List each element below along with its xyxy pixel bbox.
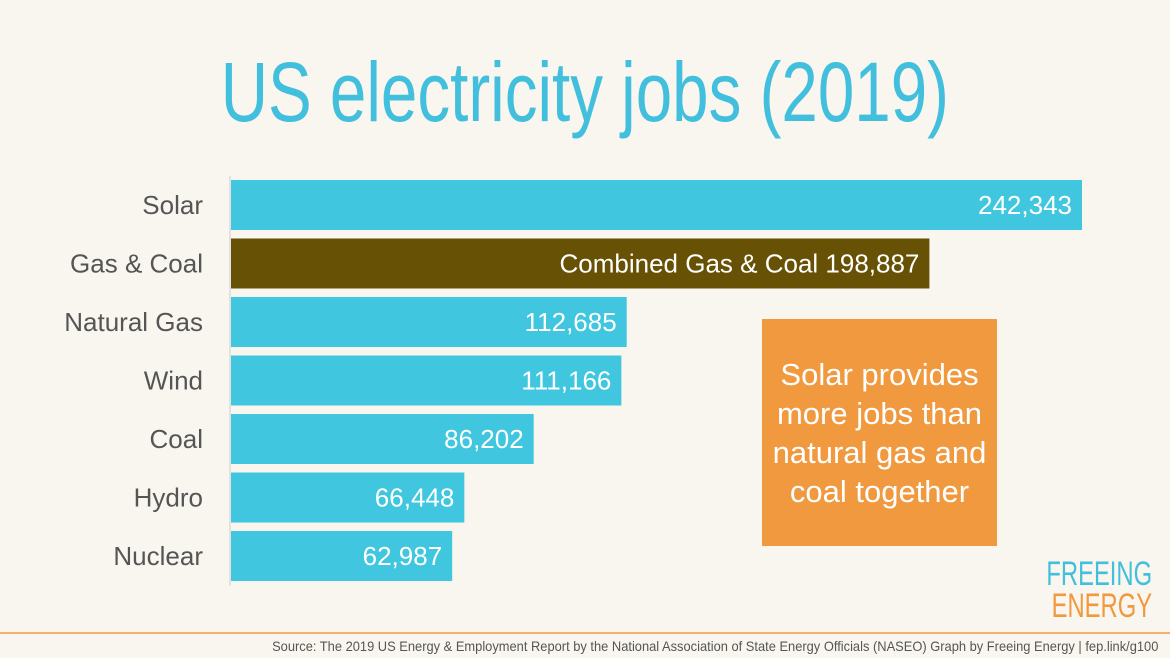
category-label: Gas & Coal — [70, 249, 203, 279]
category-label: Coal — [150, 424, 203, 454]
data-label: 66,448 — [375, 483, 455, 513]
bar-wind — [231, 355, 622, 406]
footer-divider — [0, 632, 1170, 634]
bar-nuclear — [231, 531, 453, 581]
data-label: 242,343 — [978, 190, 1072, 220]
category-label: Wind — [144, 366, 203, 396]
bar-coal — [231, 414, 534, 464]
category-label: Natural Gas — [64, 307, 203, 337]
callout-annotation: Solar provides more jobs than natural ga… — [762, 319, 997, 546]
data-label: 62,987 — [363, 541, 443, 571]
category-label: Hydro — [134, 483, 203, 513]
data-label: 86,202 — [444, 424, 524, 454]
bar-gas-coal — [231, 238, 930, 289]
bar-natural-gas — [231, 297, 627, 347]
bar-hydro — [231, 472, 465, 523]
data-label: 111,166 — [521, 366, 611, 396]
data-label: 112,685 — [525, 307, 617, 337]
source-note: Source: The 2019 US Energy & Employment … — [271, 638, 1158, 654]
category-label: Nuclear — [113, 541, 203, 571]
data-label: Combined Gas & Coal 198,887 — [560, 249, 920, 279]
category-label: Solar — [142, 190, 203, 220]
chart-title: US electricity jobs (2019) — [220, 45, 950, 139]
bar-solar — [231, 180, 1082, 230]
freeing-energy-logo: FREEING ENERGY — [1046, 555, 1152, 625]
